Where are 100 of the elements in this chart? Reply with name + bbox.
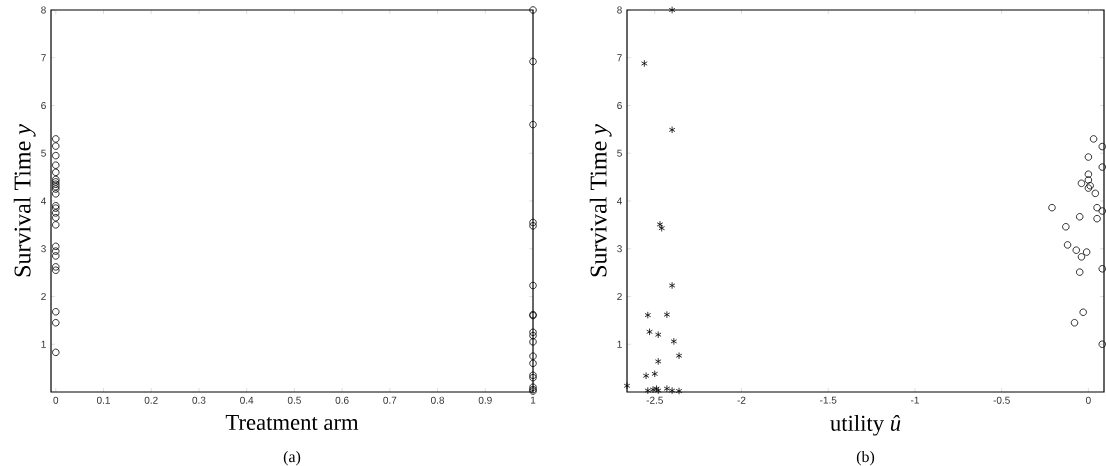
- y-tick-label: 7: [41, 54, 46, 62]
- point: [668, 6, 676, 14]
- y-axis-title: Survival Time y: [13, 124, 36, 277]
- y-tick-label: 6: [617, 101, 622, 110]
- point: [52, 252, 60, 260]
- point: [1084, 170, 1093, 178]
- point: [1048, 203, 1056, 212]
- point: [1077, 253, 1086, 261]
- point: [52, 221, 60, 229]
- point: [52, 182, 60, 191]
- point: [52, 161, 60, 169]
- point: [670, 337, 678, 346]
- point: [529, 371, 537, 379]
- point: [644, 386, 652, 395]
- point: [52, 247, 60, 255]
- point: [656, 220, 664, 229]
- y-axis-title: Survival Time y: [589, 124, 612, 277]
- x-tick-label: 0: [1086, 396, 1091, 404]
- point: [529, 281, 537, 290]
- y-tick-label: 6: [41, 101, 46, 110]
- point: [1098, 163, 1106, 171]
- point: [52, 348, 60, 357]
- point: [651, 370, 659, 378]
- point: [52, 175, 60, 184]
- point: [52, 209, 60, 217]
- text: (a): [283, 450, 301, 466]
- point: [1076, 268, 1084, 276]
- y-tick-label: 3: [617, 245, 622, 253]
- point: [1093, 214, 1101, 223]
- point: [1098, 142, 1106, 151]
- x-tick-label: -0.5: [993, 396, 1010, 404]
- point: [52, 135, 60, 143]
- point: [52, 142, 60, 150]
- x-tick-label: -1: [910, 396, 919, 404]
- point: [529, 6, 537, 14]
- point: [52, 266, 60, 274]
- x-tick-label: 0.2: [144, 396, 158, 404]
- x-tick-label: 0: [53, 396, 59, 404]
- point: [1079, 308, 1087, 316]
- point: [642, 372, 650, 380]
- point: [529, 373, 537, 382]
- y-tick-label: 4: [40, 197, 47, 205]
- x-tick-label: 0.1: [96, 396, 110, 404]
- point: [52, 214, 60, 222]
- point: [675, 387, 683, 395]
- point: [1082, 248, 1091, 256]
- point: [529, 328, 537, 336]
- point: [529, 57, 537, 66]
- x-tick-label: 0.6: [335, 396, 349, 404]
- x-tick-label: -1.5: [820, 396, 837, 404]
- point: [529, 338, 537, 346]
- x-tick-label: 1: [530, 396, 536, 404]
- point: [658, 224, 665, 232]
- point: [654, 357, 662, 366]
- y-tick-label: 8: [617, 6, 622, 14]
- y-tick-label: 2: [41, 292, 46, 300]
- x-tick-label: 0.9: [478, 396, 492, 404]
- point: [1098, 265, 1106, 273]
- point: [644, 311, 652, 319]
- point: [52, 190, 60, 198]
- point: [675, 352, 683, 360]
- point: [529, 120, 537, 129]
- point: [1077, 179, 1086, 188]
- point: [1093, 203, 1101, 212]
- point: [1098, 340, 1106, 348]
- y-tick-label: 8: [41, 6, 46, 14]
- point: [668, 126, 676, 134]
- point: [529, 218, 537, 227]
- y-tick-label: 1: [41, 340, 46, 348]
- y-tick-label: 5: [617, 149, 622, 157]
- point: [641, 59, 648, 68]
- point: [52, 263, 60, 271]
- x-axis-title: utility û: [830, 414, 901, 436]
- y-tick-label: 2: [617, 293, 622, 300]
- x-tick-label: 0.4: [240, 396, 254, 404]
- point: [1084, 176, 1093, 184]
- point: [52, 308, 60, 316]
- point: [529, 331, 537, 340]
- point: [1091, 189, 1100, 198]
- point: [529, 222, 537, 230]
- point: [663, 384, 671, 393]
- point: [663, 310, 671, 319]
- point: [52, 168, 60, 177]
- point: [1076, 213, 1084, 221]
- x-tick-label: 0.3: [192, 396, 206, 404]
- point: [1098, 207, 1106, 215]
- point: [623, 382, 631, 390]
- y-tick-label: 1: [617, 340, 622, 348]
- point: [52, 242, 60, 251]
- point: [1072, 246, 1080, 254]
- y-tick-label: 4: [616, 197, 623, 205]
- x-tick-label: 0.8: [431, 396, 445, 404]
- point: [529, 383, 537, 391]
- y-tick-label: 7: [617, 54, 622, 62]
- text: (b): [856, 450, 875, 466]
- point: [668, 281, 676, 290]
- x-tick-label: 0.7: [383, 396, 397, 404]
- point: [646, 328, 653, 336]
- point: [668, 386, 676, 395]
- x-tick-label: 0.5: [287, 396, 301, 404]
